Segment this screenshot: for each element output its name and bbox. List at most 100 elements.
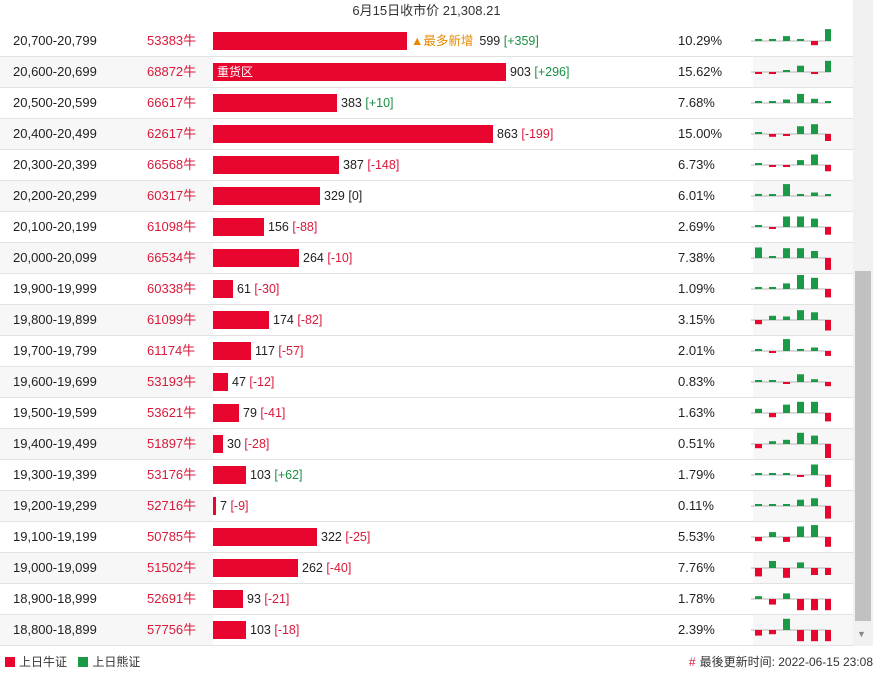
sparkline-bar bbox=[755, 596, 762, 599]
value-number: 174 bbox=[273, 313, 294, 327]
table-row[interactable]: 20,100-20,199 61098牛 156 [-88] 2.69% bbox=[0, 212, 853, 243]
bar-area: 79 [-41] bbox=[213, 398, 753, 428]
bar-area: 47 [-12] bbox=[213, 367, 753, 397]
value-number: 93 bbox=[247, 592, 261, 606]
value-change: [+62] bbox=[274, 468, 303, 482]
table-row[interactable]: 18,900-18,999 52691牛 93 [-21] 1.78% bbox=[0, 584, 853, 615]
scroll-down-arrow-icon[interactable]: ▼ bbox=[857, 629, 866, 639]
sparkline-bar bbox=[783, 99, 790, 103]
percentage: 0.51% bbox=[678, 436, 715, 451]
scrollbar-thumb[interactable] bbox=[855, 271, 871, 621]
table-row[interactable]: 20,400-20,499 62617牛 863 [-199] 15.00% bbox=[0, 119, 853, 150]
trend-sparkline bbox=[751, 339, 831, 356]
vertical-scrollbar[interactable]: ▼ bbox=[853, 0, 873, 646]
value-bar bbox=[213, 342, 251, 360]
sparkline-bar bbox=[825, 227, 831, 235]
strike-range: 18,800-18,899 bbox=[13, 622, 97, 637]
sparkline-bar bbox=[811, 218, 818, 227]
sparkline-bar bbox=[783, 618, 790, 630]
sparkline-bar bbox=[769, 630, 776, 635]
table-row[interactable]: 19,600-19,699 53193牛 47 [-12] 0.83% bbox=[0, 367, 853, 398]
table-row[interactable]: 20,700-20,799 53383牛 ▲最多新增 599 [+359] 10.29% bbox=[0, 26, 853, 57]
value-change: [+10] bbox=[365, 96, 394, 110]
contract-count: 57756牛 bbox=[147, 622, 197, 637]
table-row[interactable]: 20,500-20,599 66617牛 383 [+10] 7.68% bbox=[0, 88, 853, 119]
sparkline-bar bbox=[811, 277, 818, 289]
value-number: 156 bbox=[268, 220, 289, 234]
cbbc-distribution-panel: 6月15日收市价 21,308.21 20,700-20,799 53383牛 ▲最… bbox=[0, 3, 853, 646]
value-change: [-9] bbox=[230, 499, 249, 513]
sparkline-bar bbox=[755, 39, 762, 41]
trend-sparkline bbox=[751, 618, 831, 642]
hash-icon: # bbox=[688, 655, 696, 669]
value-number: 117 bbox=[255, 344, 275, 358]
strike-range: 19,100-19,199 bbox=[13, 529, 97, 544]
contract-count: 52716牛 bbox=[147, 498, 197, 513]
table-row[interactable]: 19,500-19,599 53621牛 79 [-41] 1.63% bbox=[0, 398, 853, 429]
sparkline-bar bbox=[783, 439, 790, 444]
percentage: 15.62% bbox=[678, 64, 723, 79]
value-change: [+359] bbox=[503, 34, 539, 48]
table-row[interactable]: 20,300-20,399 66568牛 387 [-148] 6.73% bbox=[0, 150, 853, 181]
sparkline-bar bbox=[769, 599, 776, 605]
bar-value: 47 [-12] bbox=[232, 367, 274, 397]
value-bar bbox=[213, 559, 298, 577]
percentage: 3.15% bbox=[678, 312, 715, 327]
contract-count: 61174牛 bbox=[147, 343, 196, 358]
percentage: 1.09% bbox=[678, 281, 715, 296]
table-row[interactable]: 18,800-18,899 57756牛 103 [-18] 2.39% bbox=[0, 615, 853, 646]
trend-sparkline bbox=[751, 184, 831, 197]
value-change: [-28] bbox=[244, 437, 270, 451]
value-number: 322 bbox=[321, 530, 342, 544]
sparkline-bar bbox=[755, 380, 762, 382]
sparkline-bar bbox=[825, 475, 831, 487]
trend-sparkline bbox=[751, 310, 831, 331]
value-number: 264 bbox=[303, 251, 324, 265]
table-row[interactable]: 19,100-19,199 50785牛 322 [-25] 5.53% bbox=[0, 522, 853, 553]
trend-sparkline bbox=[751, 593, 831, 611]
sparkline-bar bbox=[811, 347, 818, 351]
value-change: [-88] bbox=[292, 220, 318, 234]
sparkline-bar bbox=[769, 441, 776, 444]
percentage: 7.68% bbox=[678, 95, 715, 110]
bar-area: 863 [-199] bbox=[213, 119, 753, 149]
table-row[interactable]: 19,300-19,399 53176牛 103 [+62] 1.79% bbox=[0, 460, 853, 491]
sparkline-bar bbox=[769, 351, 776, 353]
percentage: 0.11% bbox=[678, 498, 714, 513]
trend-sparkline bbox=[751, 561, 831, 578]
sparkline-bar bbox=[811, 568, 818, 575]
table-row[interactable]: 19,900-19,999 60338牛 61 [-30] 1.09% bbox=[0, 274, 853, 305]
sparkline-bar bbox=[769, 39, 776, 41]
table-row[interactable]: 20,200-20,299 60317牛 329 [0] 6.01% bbox=[0, 181, 853, 212]
table-row[interactable]: 19,400-19,499 51897牛 30 [-28] 0.51% bbox=[0, 429, 853, 460]
sparkline-bar bbox=[769, 72, 776, 74]
sparkline-bar bbox=[797, 599, 804, 611]
strike-range: 19,400-19,499 bbox=[13, 436, 97, 451]
sparkline-bar bbox=[769, 256, 776, 258]
table-row[interactable]: 19,000-19,099 51502牛 262 [-40] 7.76% bbox=[0, 553, 853, 584]
percentage: 10.29% bbox=[678, 33, 723, 48]
table-row[interactable]: 19,800-19,899 61099牛 174 [-82] 3.15% bbox=[0, 305, 853, 336]
value-number: 863 bbox=[497, 127, 518, 141]
table-row[interactable]: 19,200-19,299 52716牛 7 [-9] 0.11% bbox=[0, 491, 853, 522]
value-bar bbox=[213, 187, 320, 205]
sparkline-bar bbox=[755, 504, 762, 506]
bar-area: 30 [-28] bbox=[213, 429, 753, 459]
value-number: 30 bbox=[227, 437, 241, 451]
bar-area: 156 [-88] bbox=[213, 212, 753, 242]
sparkline-bar bbox=[811, 498, 818, 506]
table-row[interactable]: 20,000-20,099 66534牛 264 [-10] 7.38% bbox=[0, 243, 853, 274]
value-bar bbox=[213, 497, 216, 515]
value-bar bbox=[213, 280, 233, 298]
sparkline-bar bbox=[797, 374, 804, 382]
value-change: [-10] bbox=[327, 251, 353, 265]
bar-value: 903 [+296] bbox=[510, 57, 569, 87]
contract-count: 53621牛 bbox=[147, 405, 197, 420]
sparkline-bar bbox=[755, 349, 762, 351]
bull-square-icon bbox=[5, 657, 15, 667]
table-row[interactable]: 20,600-20,699 68872牛 重货区 903 [+296] 15.62% bbox=[0, 57, 853, 88]
table-row[interactable]: 19,700-19,799 61174牛 117 [-57] 2.01% bbox=[0, 336, 853, 367]
bar-value: 93 [-21] bbox=[247, 584, 289, 614]
sparkline-bar bbox=[755, 163, 762, 165]
sparkline-bar bbox=[825, 289, 831, 298]
